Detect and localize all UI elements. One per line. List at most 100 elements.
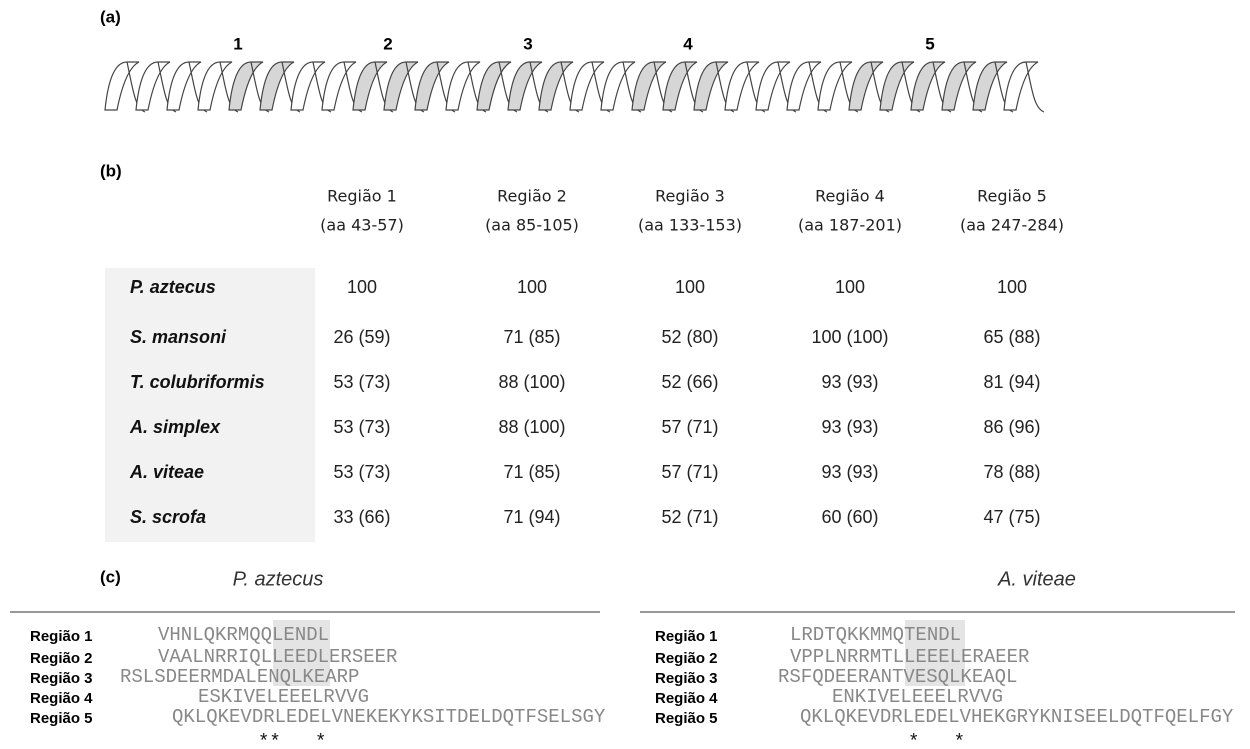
column-header: Região 2 [497, 187, 567, 206]
species: S. scrofa [130, 507, 206, 527]
region-label: Região 4 [655, 690, 718, 707]
sequence: QKLQKEVDRLEDELVNEKEKYKSITDELDQTFSELSGY [172, 706, 606, 728]
region-number: 1 [233, 34, 242, 53]
cell: 93 (93) [821, 462, 878, 482]
sequence: VAALNRRIQLLEEDLERSEER [158, 646, 397, 668]
cell: 78 (88) [983, 462, 1040, 482]
helix-turn [135, 61, 171, 111]
sequence: VPPLNRRMTLLEEELERAEER [790, 646, 1029, 668]
helix-turn [290, 61, 326, 111]
cell: 71 (94) [503, 507, 560, 527]
helix-turn [321, 61, 357, 111]
helix-turn [910, 61, 946, 111]
helix-turn [104, 61, 140, 111]
cell: 52 (66) [661, 372, 718, 392]
region-label: Região 2 [30, 650, 93, 667]
cell: 33 (66) [333, 507, 390, 527]
cell: 100 [997, 277, 1027, 297]
helix-turn [941, 61, 977, 111]
helix-back [1025, 61, 1045, 113]
cell: 47 (75) [983, 507, 1040, 527]
column-header: (aa 187-201) [798, 216, 902, 235]
helix-turn [445, 61, 481, 111]
helix-turn [476, 61, 512, 111]
region-label: Região 2 [655, 650, 718, 667]
cell: 60 (60) [821, 507, 878, 527]
region-label: Região 1 [30, 628, 93, 645]
region-label: Região 3 [655, 670, 718, 687]
helix-turn [352, 61, 388, 111]
sequence: ESKIVELEEELRVVG [198, 686, 369, 708]
column-header: (aa 85-105) [485, 216, 579, 235]
panel-label: (b) [100, 161, 122, 180]
cell: 93 (93) [821, 372, 878, 392]
region-label: Região 3 [30, 670, 93, 687]
column-header: (aa 247-284) [960, 216, 1064, 235]
helix-turn [259, 61, 295, 111]
conservation-stars: ** * [258, 731, 326, 749]
helix-turn [197, 61, 233, 111]
highlight [905, 620, 965, 686]
region-number: 5 [925, 34, 934, 53]
helix-turn [1003, 61, 1039, 111]
helix-turn [166, 61, 202, 111]
helix-turn [879, 61, 915, 111]
sequence: RSLSDEERMDALENQLKEARP [120, 666, 359, 688]
alignment-title: P. aztecus [233, 568, 324, 590]
species: P. aztecus [130, 277, 216, 297]
column-header: Região 1 [327, 187, 397, 206]
cell: 100 [835, 277, 865, 297]
helix-turn [755, 61, 791, 111]
cell: 52 (80) [661, 327, 718, 347]
species: T. colubriformis [130, 372, 265, 392]
helix-turn [569, 61, 605, 111]
sequence: ENKIVELEEELRVVG [832, 686, 1003, 708]
helix [104, 61, 1045, 113]
column-header: Região 4 [815, 187, 885, 206]
sequence: QKLQKEVDRLEDELVHEKGRYKNISEELDQTFQELFGY [800, 706, 1234, 728]
cell: 100 [347, 277, 377, 297]
cell: 52 (71) [661, 507, 718, 527]
conservation-stars: * * [908, 731, 965, 749]
region-label: Região 5 [655, 710, 718, 727]
region-label: Região 4 [30, 690, 93, 707]
helix-turn [662, 61, 698, 111]
helix-turn [786, 61, 822, 111]
cell: 71 (85) [503, 462, 560, 482]
region-number: 3 [523, 34, 532, 53]
sequence: RSFQDEERANTVESQLKEAQL [778, 666, 1017, 688]
cell: 88 (100) [498, 417, 565, 437]
helix-turn [507, 61, 543, 111]
cell: 88 (100) [498, 372, 565, 392]
helix-turn [383, 61, 419, 111]
sequence: VHNLQKRMQQLENDL [158, 624, 329, 646]
helix-turn [228, 61, 264, 111]
highlight [273, 620, 330, 686]
cell: 57 (71) [661, 417, 718, 437]
species: A. viteae [129, 462, 204, 482]
region-label: Região 1 [655, 628, 718, 645]
helix-turn [631, 61, 667, 111]
species: S. mansoni [130, 327, 227, 347]
region-number: 4 [683, 34, 693, 53]
cell: 93 (93) [821, 417, 878, 437]
panel-label: (a) [100, 7, 121, 26]
region-label: Região 5 [30, 710, 93, 727]
cell: 86 (96) [983, 417, 1040, 437]
cell: 53 (73) [333, 372, 390, 392]
helix-turn [693, 61, 729, 111]
sequence: LRDTQKKMMQTENDL [790, 624, 961, 646]
region-number: 2 [383, 34, 392, 53]
label-shade [105, 268, 315, 542]
cell: 26 (59) [333, 327, 390, 347]
cell: 71 (85) [503, 327, 560, 347]
cell: 100 [517, 277, 547, 297]
alignment-title: A. viteae [997, 568, 1076, 590]
column-header: Região 5 [977, 187, 1047, 206]
helix-turn [972, 61, 1008, 111]
helix-turn [817, 61, 853, 111]
helix-turn [414, 61, 450, 111]
cell: 81 (94) [983, 372, 1040, 392]
panel-label: (c) [100, 567, 121, 586]
